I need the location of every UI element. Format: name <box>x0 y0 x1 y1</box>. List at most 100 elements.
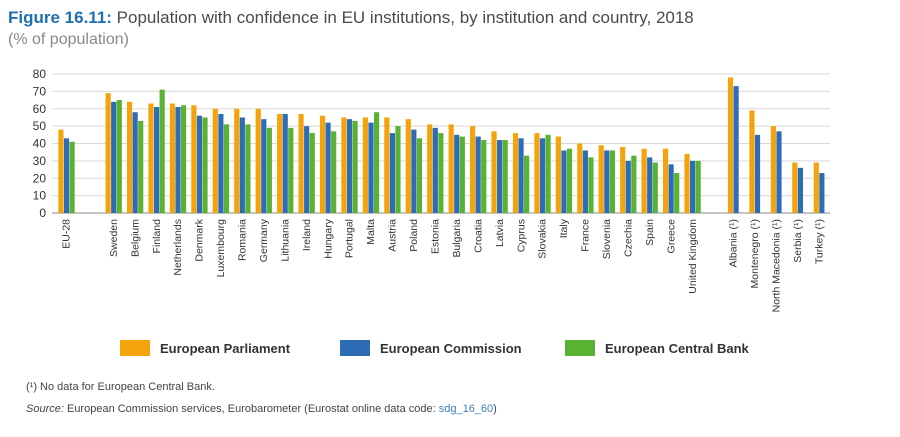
x-tick-label: Austria <box>387 219 399 252</box>
footnotes: (¹) No data for European Central Bank. S… <box>26 376 497 420</box>
bar <box>438 133 444 213</box>
bar <box>668 164 674 213</box>
source-end: ) <box>493 403 497 415</box>
bar <box>304 126 310 213</box>
y-tick-label: 30 <box>33 154 47 168</box>
bar <box>373 112 380 213</box>
x-tick-label: Spain <box>644 219 656 246</box>
x-tick-label: Finland <box>151 219 163 254</box>
bar <box>662 148 669 213</box>
bar <box>689 160 696 213</box>
x-tick-label: North Macedonia (¹) <box>770 219 782 312</box>
x-tick-label: Hungary <box>322 218 334 258</box>
bar <box>427 124 433 213</box>
x-tick-label: Montenegro (¹) <box>749 219 761 288</box>
figure-title-text: Population with confidence in EU institu… <box>116 8 694 27</box>
bar <box>539 138 546 213</box>
bar <box>733 86 739 213</box>
bar <box>362 117 368 213</box>
bar <box>405 119 411 213</box>
y-axis-ticks: 0 10 20 30 40 50 60 70 80 <box>33 67 47 220</box>
bar <box>411 129 417 213</box>
x-tick-label: Albania (¹) <box>728 219 740 267</box>
y-tick-label: 10 <box>33 189 47 203</box>
x-tick-label: Portugal <box>344 219 356 258</box>
source-label: Source: <box>26 403 64 415</box>
x-tick-label: France <box>580 219 592 252</box>
x-tick-label: Greece <box>665 219 677 254</box>
x-tick-label: Cyprus <box>515 219 527 252</box>
bar <box>63 138 70 213</box>
bar <box>582 150 588 213</box>
bar <box>298 113 304 213</box>
source-note: Source: European Commission services, Eu… <box>26 398 497 420</box>
bar <box>212 108 218 213</box>
bar <box>470 126 476 213</box>
bar <box>138 120 144 213</box>
bar <box>266 127 272 213</box>
bar <box>325 122 331 213</box>
bar <box>561 150 567 213</box>
x-tick-label: Denmark <box>194 218 206 261</box>
bar <box>159 89 165 213</box>
bar <box>116 100 122 213</box>
bar <box>577 143 583 213</box>
legend-swatch <box>120 340 150 356</box>
bar <box>749 110 755 213</box>
y-tick-label: 40 <box>33 137 47 151</box>
y-tick-label: 20 <box>33 171 47 185</box>
bar <box>497 140 503 213</box>
x-tick-label: Croatia <box>472 219 484 253</box>
bar <box>448 124 454 213</box>
bar <box>202 117 208 213</box>
bar <box>475 136 481 213</box>
x-tick-label: Ireland <box>301 219 313 251</box>
x-tick-label: Poland <box>408 219 420 252</box>
bar <box>234 108 240 213</box>
legend-swatch <box>565 340 595 356</box>
x-tick-label: Germany <box>258 218 270 262</box>
legend-label: European Parliament <box>160 341 291 356</box>
bar <box>132 112 138 213</box>
y-tick-label: 50 <box>33 119 47 133</box>
bar <box>288 127 294 213</box>
bar <box>384 117 390 213</box>
bar <box>566 148 573 213</box>
bar <box>454 134 460 213</box>
bar <box>432 127 438 213</box>
figure-label: Figure 16.11: <box>8 8 112 27</box>
x-tick-label: United Kingdom <box>687 219 699 294</box>
bar <box>105 93 111 213</box>
bar <box>169 103 176 213</box>
bar <box>545 134 551 213</box>
bar <box>604 150 610 213</box>
x-tick-label: Estonia <box>429 219 441 254</box>
bar <box>512 133 519 213</box>
y-tick-label: 60 <box>33 102 47 116</box>
x-tick-label: Slovakia <box>537 219 549 259</box>
bar <box>502 140 508 213</box>
x-tick-label: Slovenia <box>601 219 613 259</box>
bar <box>223 124 230 213</box>
y-tick-label: 0 <box>39 206 46 220</box>
x-tick-label: Belgium <box>129 219 141 257</box>
bar <box>191 105 197 213</box>
bars <box>58 77 825 213</box>
bar <box>641 148 647 213</box>
bar <box>239 117 245 213</box>
bar <box>389 133 396 213</box>
figure-header: Figure 16.11: Population with confidence… <box>8 8 888 50</box>
x-tick-label: Italy <box>558 218 570 238</box>
bar <box>416 138 423 213</box>
bar <box>625 160 631 213</box>
bar <box>776 131 782 213</box>
legend-label: European Commission <box>380 341 522 356</box>
bar <box>555 136 561 213</box>
bar <box>674 173 680 213</box>
x-tick-label: Malta <box>365 219 377 245</box>
bar <box>684 153 690 213</box>
bar <box>180 105 187 213</box>
bar <box>797 167 804 213</box>
source-code-link[interactable]: sdg_16_60 <box>438 403 494 415</box>
bar <box>631 155 637 213</box>
